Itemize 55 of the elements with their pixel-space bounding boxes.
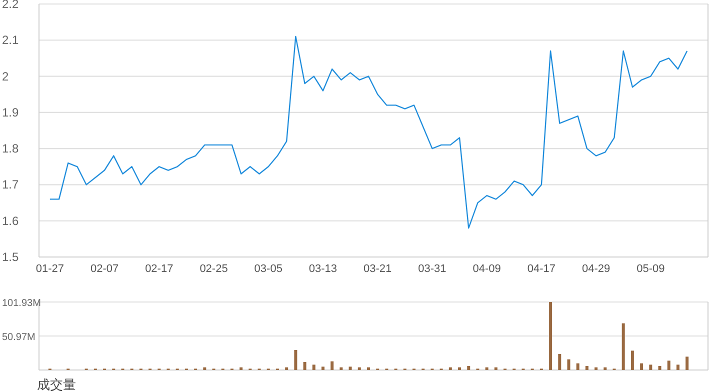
bar	[585, 366, 588, 370]
x-tick-label: 04-09	[472, 263, 501, 275]
bar	[649, 364, 652, 370]
bar	[604, 367, 607, 370]
y-tick-label: 2.1	[2, 33, 20, 48]
bar	[348, 366, 352, 370]
y-tick-label: 2	[2, 69, 9, 84]
bar	[203, 367, 206, 370]
bar	[494, 367, 498, 370]
bar	[240, 367, 243, 370]
bar	[285, 367, 288, 370]
bar	[485, 367, 488, 370]
bar	[366, 367, 370, 370]
y-tick-label: 1.6	[2, 214, 20, 228]
bar	[558, 354, 562, 370]
bar	[294, 350, 298, 370]
bar	[467, 366, 470, 370]
x-tick-label: 03-05	[254, 263, 282, 275]
x-tick-label: 02-07	[90, 263, 119, 275]
x-tick-label: 01-27	[36, 263, 64, 275]
y-tick-label: 1.7	[2, 178, 20, 192]
x-tick-label: 03-31	[418, 263, 446, 275]
x-tick-label: 03-21	[364, 263, 392, 275]
x-tick-label: 02-17	[145, 263, 174, 275]
x-tick-label: 02-25	[200, 263, 228, 275]
bar	[340, 367, 343, 370]
bar	[549, 302, 552, 370]
y-tick-label: 1.9	[2, 105, 20, 120]
bar	[330, 361, 334, 370]
bar	[567, 359, 570, 370]
bar	[640, 363, 644, 370]
bar	[576, 363, 580, 370]
x-axis-title: 成交量	[37, 377, 76, 392]
bar	[303, 362, 306, 370]
bar	[630, 350, 634, 370]
bar	[667, 360, 670, 370]
bar	[658, 366, 662, 370]
bar	[448, 367, 452, 370]
bar	[676, 364, 680, 370]
y-tick-label: 1.8	[2, 142, 20, 156]
x-tick-label: 03-13	[308, 263, 338, 275]
x-tick-label: 04-29	[582, 263, 610, 275]
line-series	[49, 36, 688, 229]
y-tick-label: 50.97M	[2, 332, 36, 343]
bar	[594, 367, 598, 370]
y-tick-label: 101.93M	[2, 298, 41, 309]
bar	[458, 367, 462, 370]
bar	[686, 356, 689, 370]
bar	[358, 367, 361, 370]
bar	[312, 364, 316, 370]
bar	[321, 366, 324, 370]
y-tick-label: 1.5	[2, 250, 20, 264]
bar	[622, 323, 625, 370]
x-tick-label: 04-17	[527, 263, 556, 275]
x-tick-label: 05-09	[636, 263, 665, 275]
